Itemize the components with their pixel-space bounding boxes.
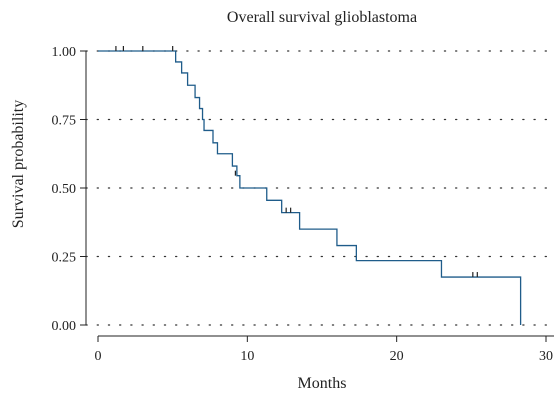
survival-curve-0 [98,50,522,325]
axes [85,51,554,337]
y-tick-label-4: 1.00 [52,45,77,60]
y-axis-label: Survival probability [10,100,27,228]
x-tick-label-2: 20 [390,349,404,364]
x-tick-label-1: 10 [240,349,254,364]
y-tick-label-1: 0.25 [52,251,77,266]
y-tick-label-0: 0.00 [52,319,77,334]
x-tick-label-3: 30 [539,349,553,364]
y-tick-label-3: 0.75 [52,114,77,129]
x-tick-label-0: 0 [95,349,102,364]
x-axis-ticks: 0 10 20 30 [95,336,553,364]
y-axis-ticks: 0.00 0.25 0.50 0.75 1.00 [52,45,86,334]
series-layer [98,46,522,325]
chart-title: Overall survival glioblastoma [227,9,417,26]
grid [85,50,554,326]
y-tick-label-2: 0.50 [52,182,77,197]
x-axis-label: Months [298,375,347,392]
